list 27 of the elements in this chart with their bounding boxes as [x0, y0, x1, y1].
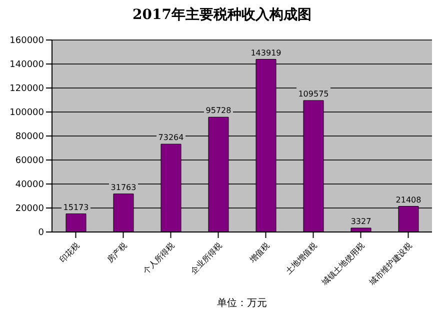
y-tick-label: 160000: [10, 36, 44, 46]
x-tick-label: 个人所得税: [142, 241, 176, 276]
y-tick-label: 140000: [10, 60, 44, 70]
x-tick-label: 城镇土地使用税: [319, 241, 366, 288]
y-tick-label: 40000: [15, 180, 44, 190]
data-label: 73264: [158, 133, 184, 142]
data-label: 15173: [63, 202, 89, 212]
x-tick-label: 城市维护建设税: [366, 241, 414, 288]
data-label: 3327: [350, 217, 372, 226]
data-label: 95728: [206, 106, 232, 116]
y-tick-label: 80000: [15, 132, 44, 142]
y-tick-label: 60000: [15, 156, 44, 166]
data-label: 31763: [110, 182, 136, 192]
data-label: 143919: [250, 48, 282, 58]
y-tick-label: 0: [38, 228, 44, 238]
text: 单位：万元: [216, 296, 268, 310]
x-tick-label: 增值税: [247, 241, 272, 266]
y-tick-label: 100000: [10, 108, 44, 118]
chart-title: 2017年主要税种收入构成图: [132, 6, 312, 25]
data-label: 21408: [396, 195, 422, 204]
x-tick-label: 企业所得税: [189, 241, 224, 276]
y-tick-label: 20000: [15, 204, 44, 214]
x-tick-label: 土地增值税: [284, 241, 319, 276]
data-label: 109575: [298, 90, 329, 99]
x-tick-label: 印花税: [58, 241, 82, 264]
y-tick-label: 120000: [10, 84, 44, 94]
x-tick-label: 房产税: [105, 241, 129, 264]
